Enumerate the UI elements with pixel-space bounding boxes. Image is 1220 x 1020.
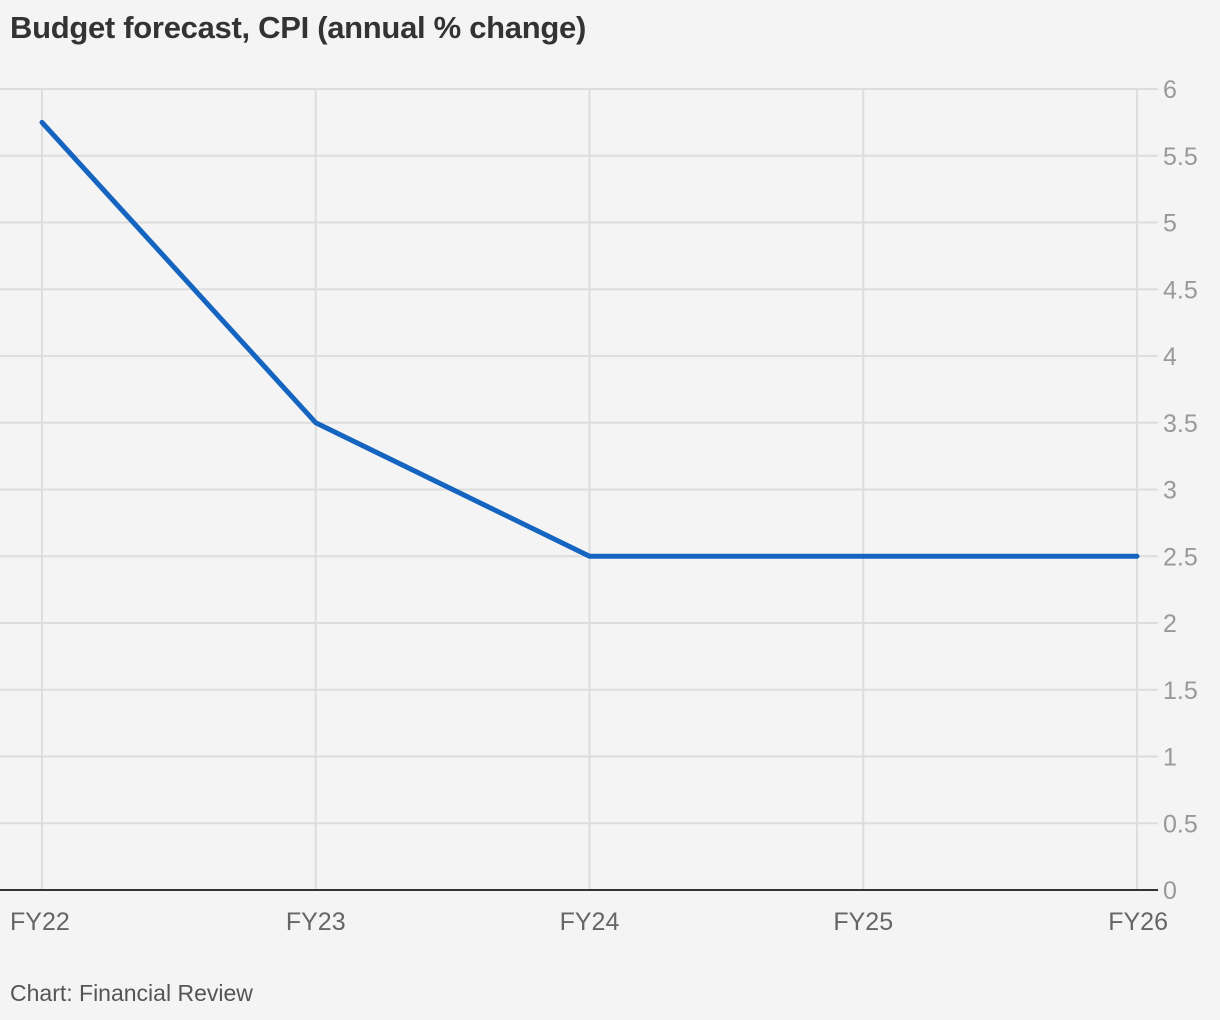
y-tick-label: 4.5 — [1163, 276, 1198, 304]
x-tick-label: FY23 — [286, 908, 346, 936]
x-tick-label: FY24 — [560, 908, 620, 936]
y-tick-label: 0 — [1163, 877, 1177, 905]
axis-layer: 0 0.5 1 1.5 2 2.5 3 3.5 4 4.5 5 5.5 6 FY22 FY23 FY24 FY2… — [0, 76, 1198, 936]
chart-credit: Chart: Financial Review — [10, 980, 253, 1006]
y-tick-label: 6 — [1163, 76, 1177, 104]
y-tick-label: 5.5 — [1163, 143, 1198, 171]
x-tick-label: FY25 — [833, 908, 893, 936]
y-tick-label: 2 — [1163, 610, 1177, 638]
chart-title: Budget forecast, CPI (annual % change) — [10, 10, 586, 45]
x-tick-label: FY22 — [10, 908, 70, 936]
grid-layer — [0, 88, 1158, 890]
x-tick-label: FY26 — [1108, 908, 1168, 936]
series-layer — [39, 119, 1140, 559]
y-tick-label: 1.5 — [1163, 677, 1198, 705]
y-tick-label: 1 — [1163, 744, 1177, 772]
y-tick-label: 0.5 — [1163, 810, 1198, 838]
y-tick-label: 3.5 — [1163, 410, 1198, 438]
y-tick-label: 4 — [1163, 343, 1177, 371]
y-tick-label: 3 — [1163, 477, 1177, 505]
y-tick-label: 2.5 — [1163, 543, 1198, 571]
y-tick-label: 5 — [1163, 210, 1177, 238]
